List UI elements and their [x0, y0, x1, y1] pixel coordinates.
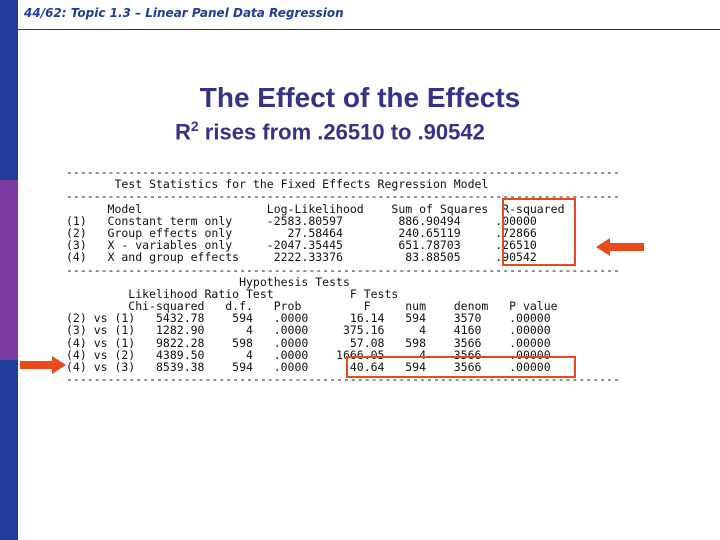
slide-header-text: 44/62: Topic 1.3 – Linear Panel Data Reg… — [24, 6, 344, 20]
output-line: (3) X - variables only -2047.35445 651.7… — [66, 238, 537, 253]
subtitle-rest: rises from .26510 to .90542 — [198, 119, 485, 145]
slide-header: 44/62: Topic 1.3 – Linear Panel Data Reg… — [18, 0, 720, 30]
slide-title: The Effect of the Effects — [199, 82, 521, 113]
r-squared-highlight-box — [502, 198, 576, 266]
header-divider — [18, 29, 720, 30]
f-test-highlight-box — [346, 356, 576, 378]
sidebar-segment-middle — [0, 180, 18, 360]
output-line: Hypothesis Tests — [66, 274, 350, 289]
output-line: Test Statistics for the Fixed Effects Re… — [66, 177, 489, 192]
arrow-left-pointing-icon — [596, 238, 644, 256]
output-line: ----------------------------------------… — [66, 189, 620, 204]
output-line: (4) X and group effects 2222.33376 83.88… — [66, 250, 537, 265]
arrow-right-pointing-icon — [20, 356, 66, 374]
sidebar-decoration — [0, 0, 18, 540]
output-line: Chi-squared d.f. Prob F num denom P valu… — [66, 299, 558, 314]
output-line: Model Log-Likelihood Sum of Squares R-sq… — [66, 201, 565, 216]
sidebar-segment-top — [0, 0, 18, 180]
regression-output: ----------------------------------------… — [66, 165, 650, 386]
output-line: (3) vs (1) 1282.90 4 .0000 375.16 4 4160… — [66, 323, 551, 338]
subtitle-superscript: 2 — [190, 118, 199, 134]
output-line: (1) Constant term only -2583.80597 886.9… — [66, 213, 537, 228]
output-line: (4) vs (1) 9822.28 598 .0000 57.08 598 3… — [66, 335, 551, 350]
output-line: (4) vs (3) 8539.38 594 .0000 40.64 594 3… — [66, 360, 551, 374]
slide-subtitle: R2 rises from .26510 to .90542 — [175, 118, 485, 145]
sidebar-segment-bottom — [0, 360, 18, 540]
output-line: (2) vs (1) 5432.78 594 .0000 16.14 594 3… — [66, 311, 551, 326]
output-line: (2) Group effects only 27.58464 240.6511… — [66, 225, 537, 240]
output-line: ----------------------------------------… — [66, 165, 620, 179]
output-line: Likelihood Ratio Test F Tests — [66, 286, 399, 301]
subtitle-prefix: R — [175, 119, 191, 145]
output-line: ----------------------------------------… — [66, 262, 620, 277]
